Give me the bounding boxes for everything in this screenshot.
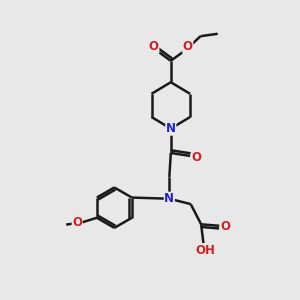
Text: N: N (166, 122, 176, 135)
Text: N: N (164, 192, 174, 205)
Text: O: O (149, 40, 159, 53)
Text: O: O (220, 220, 230, 233)
Text: O: O (192, 151, 202, 164)
Text: OH: OH (195, 244, 215, 257)
Text: O: O (183, 40, 193, 53)
Text: O: O (72, 216, 82, 229)
